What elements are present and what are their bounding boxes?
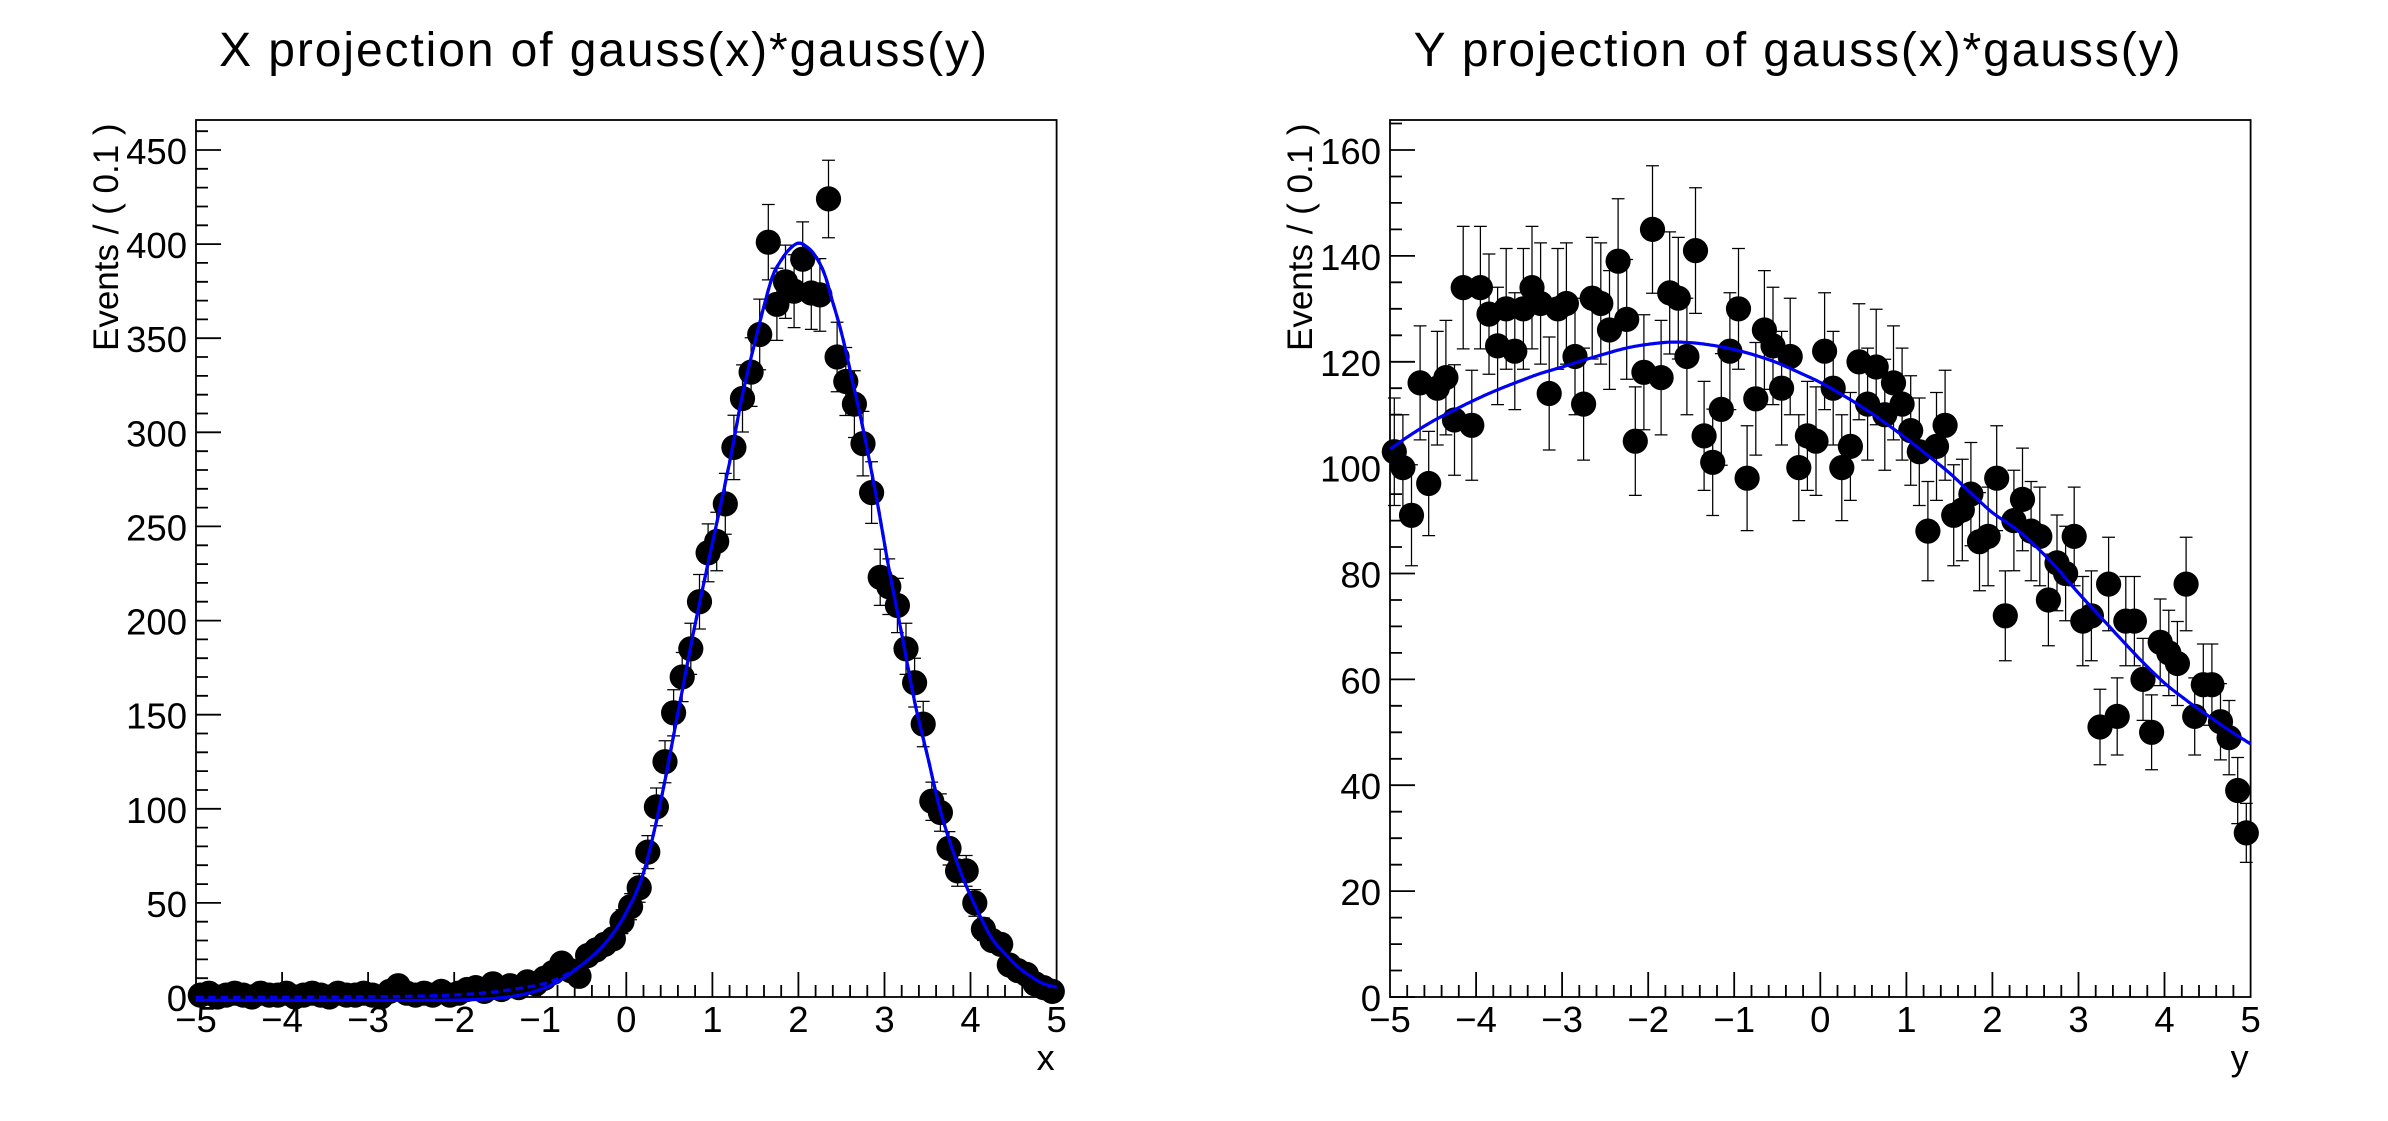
svg-text:3: 3: [874, 999, 894, 1040]
svg-text:x: x: [1037, 1037, 1055, 1078]
svg-text:−3: −3: [347, 999, 389, 1040]
svg-text:0: 0: [1810, 999, 1830, 1040]
svg-text:1: 1: [1896, 999, 1916, 1040]
svg-text:−2: −2: [433, 999, 475, 1040]
svg-text:X projection of gauss(x)*gauss: X projection of gauss(x)*gauss(y): [219, 24, 989, 77]
svg-text:−5: −5: [175, 999, 217, 1040]
svg-text:40: 40: [1340, 766, 1381, 807]
svg-text:60: 60: [1340, 660, 1381, 701]
svg-text:−1: −1: [519, 999, 561, 1040]
svg-text:2: 2: [1982, 999, 2002, 1040]
svg-text:4: 4: [2154, 999, 2174, 1040]
svg-text:0: 0: [616, 999, 636, 1040]
svg-text:50: 50: [146, 884, 187, 925]
svg-text:140: 140: [1320, 237, 1381, 278]
svg-text:−4: −4: [1455, 999, 1497, 1040]
svg-text:Events / ( 0.1 ): Events / ( 0.1 ): [87, 123, 126, 351]
svg-text:300: 300: [126, 413, 187, 454]
svg-text:Events / ( 0.1 ): Events / ( 0.1 ): [1281, 123, 1320, 351]
svg-text:y: y: [2231, 1037, 2249, 1078]
svg-text:100: 100: [1320, 449, 1381, 490]
svg-text:−4: −4: [261, 999, 303, 1040]
svg-text:5: 5: [1046, 999, 1066, 1040]
svg-text:80: 80: [1340, 555, 1381, 596]
svg-text:100: 100: [126, 790, 187, 831]
svg-text:−2: −2: [1627, 999, 1669, 1040]
svg-text:150: 150: [126, 696, 187, 737]
svg-text:160: 160: [1320, 131, 1381, 172]
svg-text:450: 450: [126, 131, 187, 172]
svg-text:3: 3: [2068, 999, 2088, 1040]
svg-text:−1: −1: [1713, 999, 1755, 1040]
svg-text:200: 200: [126, 602, 187, 643]
svg-text:0: 0: [1361, 978, 1381, 1019]
svg-text:120: 120: [1320, 343, 1381, 384]
svg-text:4: 4: [960, 999, 980, 1040]
svg-text:1: 1: [702, 999, 722, 1040]
svg-text:0: 0: [167, 978, 187, 1019]
svg-text:250: 250: [126, 507, 187, 548]
svg-text:400: 400: [126, 225, 187, 266]
svg-text:−5: −5: [1369, 999, 1411, 1040]
svg-text:−3: −3: [1541, 999, 1583, 1040]
svg-text:5: 5: [2240, 999, 2260, 1040]
svg-text:20: 20: [1340, 872, 1381, 913]
svg-text:350: 350: [126, 319, 187, 360]
svg-text:Y projection of gauss(x)*gauss: Y projection of gauss(x)*gauss(y): [1414, 24, 2183, 77]
svg-text:2: 2: [788, 999, 808, 1040]
